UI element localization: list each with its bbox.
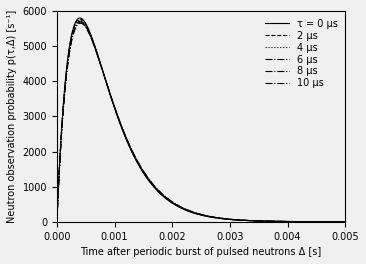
4 μs bbox=[228, 218, 232, 221]
4 μs bbox=[292, 220, 296, 223]
2 μs bbox=[343, 220, 347, 223]
Line: 6 μs: 6 μs bbox=[57, 21, 345, 222]
2 μs bbox=[270, 220, 274, 223]
Line: τ = 0 μs: τ = 0 μs bbox=[57, 18, 345, 222]
τ = 0 μs bbox=[78, 16, 82, 20]
2 μs bbox=[228, 218, 232, 221]
2 μs bbox=[107, 90, 112, 93]
8 μs bbox=[107, 90, 112, 93]
8 μs bbox=[242, 219, 247, 222]
2 μs bbox=[55, 220, 59, 223]
6 μs bbox=[107, 90, 112, 93]
10 μs bbox=[228, 218, 232, 221]
τ = 0 μs bbox=[55, 220, 59, 223]
6 μs bbox=[55, 220, 59, 223]
10 μs bbox=[343, 220, 347, 223]
10 μs bbox=[55, 220, 59, 223]
10 μs bbox=[242, 219, 247, 222]
10 μs bbox=[107, 90, 112, 93]
6 μs bbox=[165, 197, 169, 200]
8 μs bbox=[228, 218, 232, 221]
2 μs bbox=[242, 219, 247, 222]
τ = 0 μs bbox=[343, 220, 347, 223]
Line: 10 μs: 10 μs bbox=[57, 23, 345, 222]
τ = 0 μs bbox=[228, 218, 232, 221]
τ = 0 μs bbox=[292, 220, 296, 223]
4 μs bbox=[270, 220, 274, 223]
X-axis label: Time after periodic burst of pulsed neutrons Δ [s]: Time after periodic burst of pulsed neut… bbox=[81, 247, 322, 257]
Legend: τ = 0 μs, 2 μs, 4 μs, 6 μs, 8 μs, 10 μs: τ = 0 μs, 2 μs, 4 μs, 6 μs, 8 μs, 10 μs bbox=[262, 16, 340, 91]
6 μs bbox=[292, 220, 296, 223]
8 μs bbox=[343, 220, 347, 223]
4 μs bbox=[78, 18, 82, 22]
6 μs bbox=[78, 20, 82, 23]
τ = 0 μs bbox=[107, 91, 112, 94]
4 μs bbox=[343, 220, 347, 223]
2 μs bbox=[292, 220, 296, 223]
10 μs bbox=[165, 196, 169, 200]
10 μs bbox=[292, 220, 296, 223]
2 μs bbox=[78, 17, 82, 21]
8 μs bbox=[165, 197, 169, 200]
6 μs bbox=[343, 220, 347, 223]
8 μs bbox=[78, 21, 83, 24]
2 μs bbox=[165, 198, 169, 201]
6 μs bbox=[270, 220, 274, 223]
τ = 0 μs bbox=[165, 198, 169, 201]
Line: 4 μs: 4 μs bbox=[57, 20, 345, 222]
6 μs bbox=[242, 219, 247, 222]
10 μs bbox=[78, 22, 83, 25]
Y-axis label: Neutron observation probability p(τ,Δ) [s⁻¹]: Neutron observation probability p(τ,Δ) [… bbox=[7, 10, 17, 223]
10 μs bbox=[270, 220, 274, 223]
τ = 0 μs bbox=[270, 220, 274, 223]
τ = 0 μs bbox=[242, 219, 247, 222]
8 μs bbox=[55, 220, 59, 223]
6 μs bbox=[228, 218, 232, 221]
4 μs bbox=[107, 90, 112, 93]
Line: 2 μs: 2 μs bbox=[57, 19, 345, 222]
4 μs bbox=[55, 220, 59, 223]
4 μs bbox=[165, 197, 169, 200]
4 μs bbox=[242, 219, 247, 222]
Line: 8 μs: 8 μs bbox=[57, 22, 345, 222]
8 μs bbox=[270, 220, 274, 223]
8 μs bbox=[292, 220, 296, 223]
